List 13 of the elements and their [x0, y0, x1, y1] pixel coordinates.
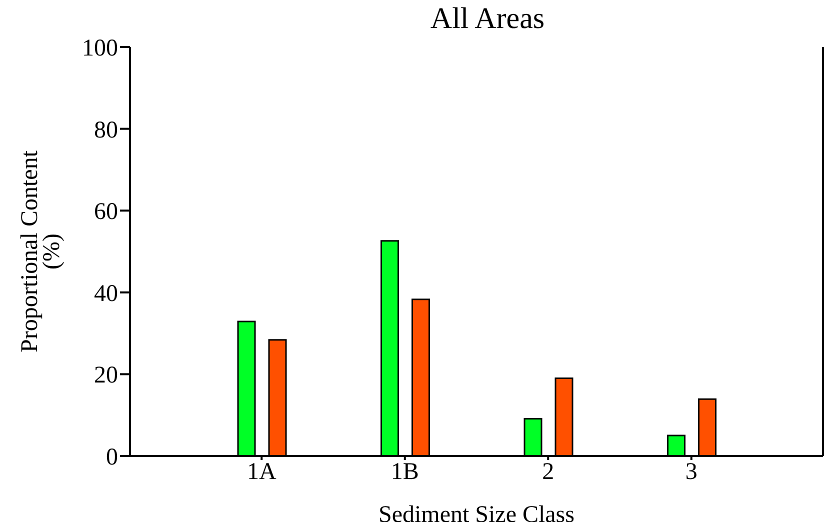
- y-tick-label: 80: [94, 117, 118, 144]
- x-tick-label: 2: [542, 459, 554, 486]
- x-axis-title: Sediment Size Class: [378, 502, 574, 528]
- y-tick-label: 60: [94, 199, 118, 226]
- x-tick-label: 3: [685, 459, 698, 486]
- x-tick-label: 1B: [390, 459, 419, 486]
- x-tick-label: 1A: [246, 459, 277, 486]
- y-tick-label: 0: [106, 444, 118, 471]
- y-tick-label: 40: [94, 280, 118, 307]
- y-tick-label: 100: [82, 36, 118, 62]
- y-tick-label: 20: [94, 362, 118, 389]
- chart-title: All Areas: [430, 2, 545, 35]
- y-axis-title: Proportional Content (%): [17, 150, 65, 352]
